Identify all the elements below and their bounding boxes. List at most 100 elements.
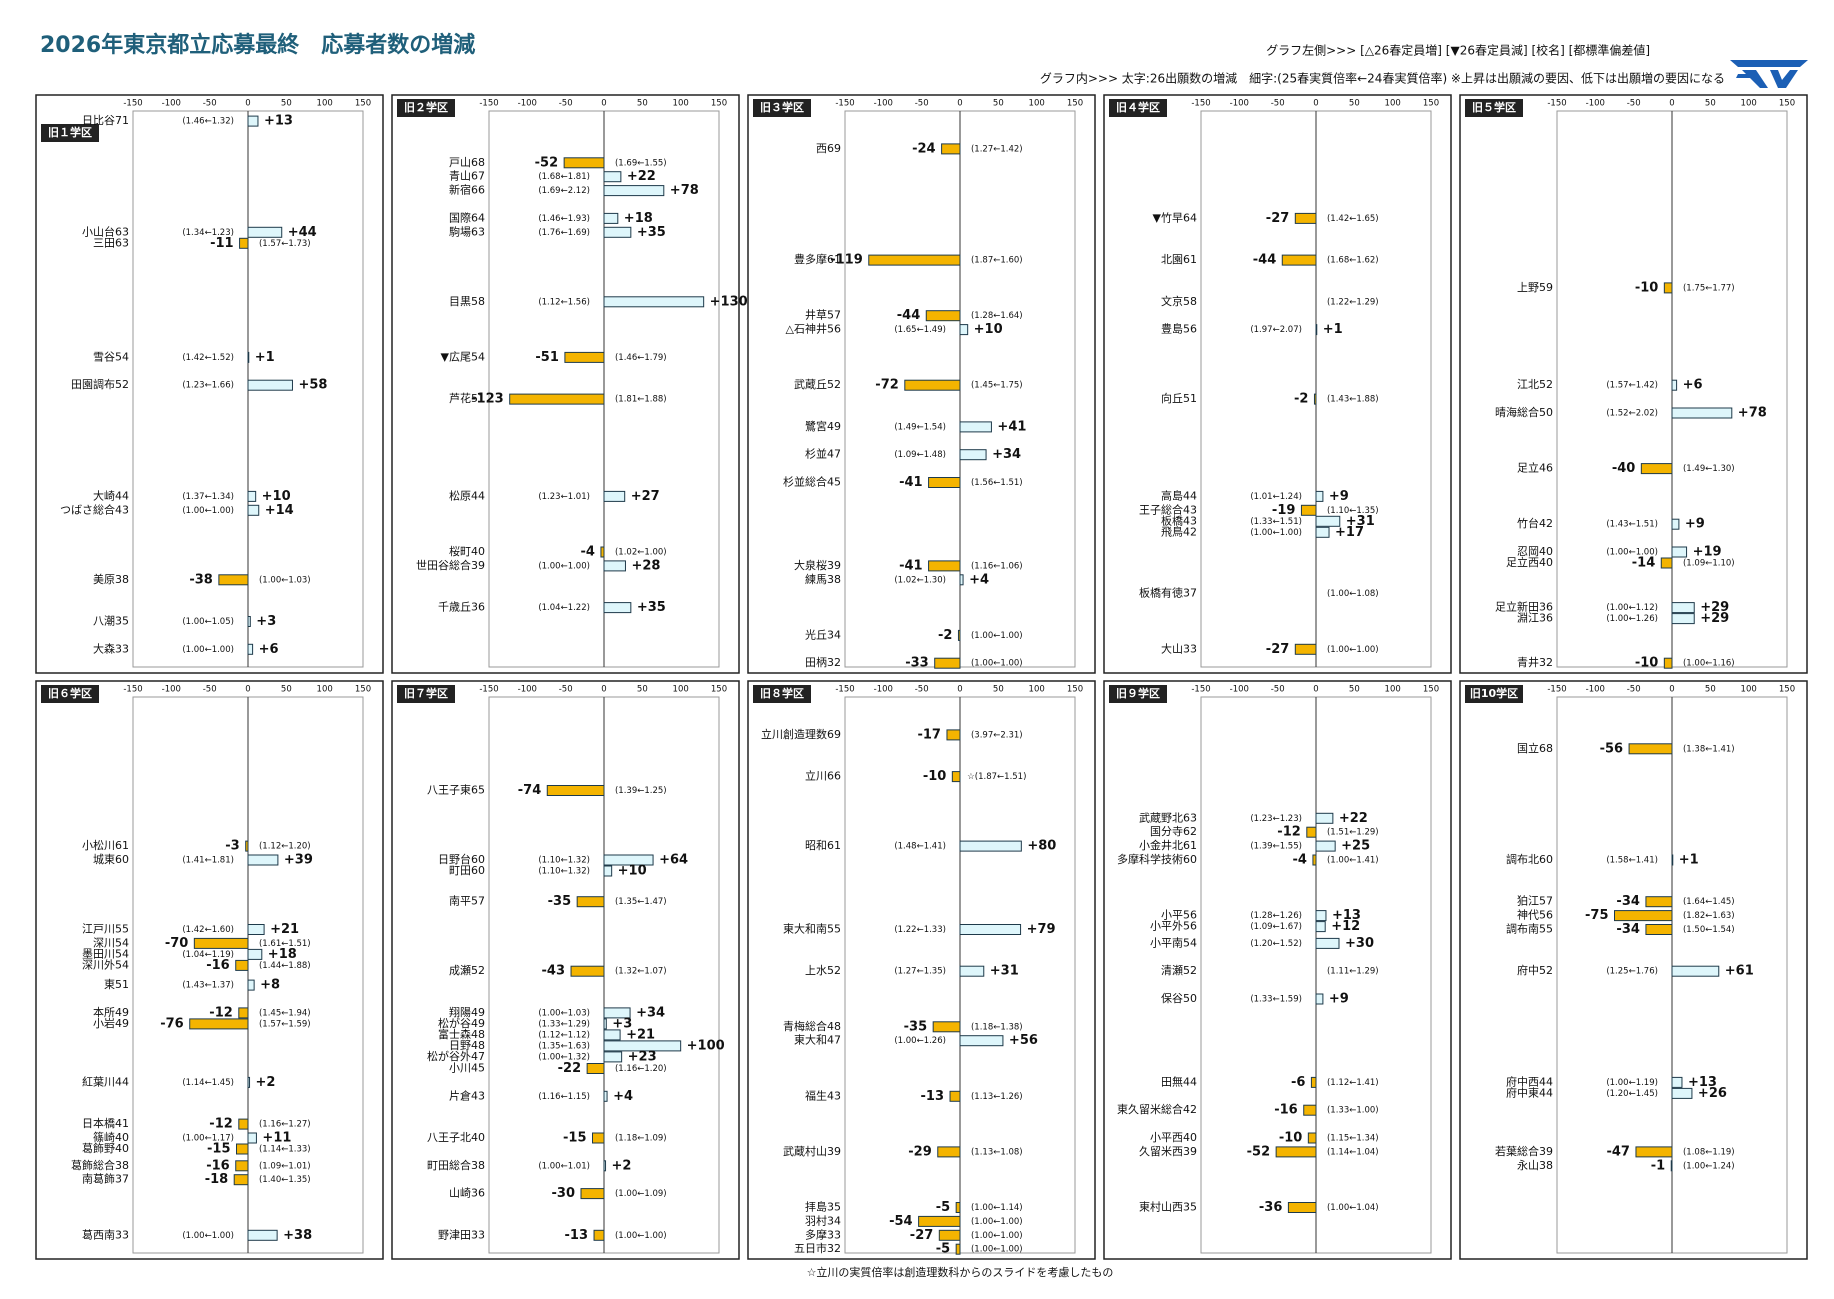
x-tick-label: -150 (835, 685, 854, 695)
ratio-label: (1.37←1.34) (182, 492, 234, 502)
area-tag-box (1465, 99, 1523, 117)
ratio-label: (1.18←1.38) (971, 1022, 1023, 1032)
value-label: +10 (262, 489, 291, 504)
ratio-label: (1.14←1.33) (259, 1145, 311, 1155)
value-label: -29 (908, 1144, 932, 1159)
bar (603, 602, 632, 614)
school-name: 立川創造理数69 (761, 727, 841, 741)
ratio-label: (1.51←1.29) (1327, 828, 1379, 838)
school-name: 府中東44 (1506, 1085, 1553, 1099)
ratio-label: (1.33←1.29) (538, 1019, 590, 1029)
value-label: -16 (1274, 1103, 1298, 1118)
ratio-label: (1.39←1.25) (615, 786, 667, 796)
school-name: 墨田川54 (82, 947, 129, 960)
ratio-label: (1.22←1.29) (1327, 297, 1379, 307)
school-name: 清瀬52 (1161, 963, 1197, 977)
school-name: 南葛飾37 (82, 1173, 129, 1186)
ratio-label: (1.00←1.00) (971, 1245, 1023, 1255)
area-tag-box (1109, 685, 1167, 703)
bar (235, 1160, 249, 1172)
school-name: 小平南54 (1150, 936, 1197, 949)
school-name: 武蔵村山39 (783, 1144, 841, 1158)
ratio-label: (1.00←1.00) (971, 1217, 1023, 1227)
value-label: +64 (659, 853, 688, 868)
bar (603, 865, 613, 877)
value-label: -27 (1266, 211, 1290, 226)
ratio-label: (1.09←1.01) (259, 1161, 311, 1171)
x-tick-label: 0 (957, 685, 962, 695)
area-tag-box (41, 124, 99, 142)
x-tick-label: 150 (355, 685, 371, 695)
value-label: +2 (256, 1075, 276, 1090)
bar (247, 616, 251, 627)
value-label: +1 (1679, 853, 1699, 868)
bar (1294, 643, 1317, 655)
school-name: 野津田33 (438, 1228, 485, 1241)
ratio-label: (1.27←1.35) (894, 967, 946, 977)
x-tick-label: 0 (1669, 99, 1674, 109)
ratio-label: (1.34←1.23) (182, 228, 234, 238)
value-label: +9 (1329, 992, 1349, 1007)
x-tick-label: 100 (1029, 685, 1045, 695)
bar (959, 574, 964, 586)
bar (946, 729, 961, 741)
school-name: 本所49 (93, 1005, 129, 1019)
x-tick-label: 100 (1385, 99, 1401, 109)
value-label: -18 (205, 1172, 229, 1187)
value-label: +35 (637, 225, 666, 240)
x-tick-label: 0 (1313, 99, 1318, 109)
value-label: -76 (160, 1016, 184, 1031)
value-label: +13 (1332, 908, 1361, 923)
ratio-label: (1.00←1.16) (1683, 659, 1735, 669)
panel-frame (35, 680, 384, 1260)
bar (949, 1090, 961, 1102)
school-name: つばさ総合43 (60, 502, 129, 516)
value-label: +3 (612, 1016, 632, 1031)
school-name: 武蔵丘52 (794, 378, 841, 391)
value-label: -47 (1606, 1144, 1630, 1159)
ratio-label: (1.97←2.07) (1250, 325, 1302, 335)
value-label: -1 (1651, 1158, 1665, 1173)
ratio-label: (1.46←1.32) (182, 117, 234, 127)
ratio-label: (1.33←1.00) (1327, 1106, 1379, 1116)
bar (509, 393, 605, 405)
page-title: 2026年東京都立応募最終 応募者数の増減 (40, 32, 475, 58)
school-name: 美原38 (93, 573, 129, 586)
ratio-label: (1.28←1.26) (1250, 911, 1302, 921)
x-tick-label: -150 (123, 685, 142, 695)
ratio-label: (1.15←1.34) (1327, 1134, 1379, 1144)
bar (938, 1229, 961, 1241)
school-name: 日野48 (449, 1039, 485, 1052)
bar (868, 254, 961, 266)
school-name: 深川外54 (82, 958, 129, 971)
ratio-label: (1.00←1.00) (1606, 548, 1658, 558)
value-label: +25 (1341, 839, 1370, 854)
school-name: 国分寺62 (1150, 825, 1197, 838)
ratio-label: (1.40←1.35) (259, 1175, 311, 1185)
bar (1671, 518, 1680, 530)
x-tick-label: 150 (355, 99, 371, 109)
bar (238, 1007, 249, 1019)
value-label: +100 (687, 1038, 725, 1053)
ratio-label: (1.14←1.04) (1327, 1147, 1379, 1157)
area-tag: 旧２学区 (404, 100, 448, 114)
x-tick-label: 0 (245, 685, 250, 695)
value-label: +27 (631, 489, 660, 504)
value-label: +41 (997, 419, 1026, 434)
school-name: 豊島56 (1161, 322, 1197, 336)
x-tick-label: 50 (1349, 685, 1360, 695)
ratio-label: (1.12←1.56) (538, 297, 590, 307)
school-name: 雪谷54 (93, 350, 129, 363)
panel-frame (1459, 680, 1808, 1260)
school-name: 上水52 (805, 964, 841, 977)
ratio-label: (1.16←1.15) (538, 1092, 590, 1102)
value-label: -74 (518, 783, 542, 798)
value-label: -5 (936, 1200, 950, 1215)
x-tick-label: 150 (1779, 685, 1795, 695)
value-label: -35 (548, 894, 572, 909)
bar (600, 546, 605, 558)
value-label: +30 (1345, 936, 1374, 951)
school-name: 世田谷総合39 (416, 558, 485, 572)
ratio-label: (1.00←1.00) (182, 506, 234, 516)
school-name: 足立新田36 (1495, 600, 1553, 614)
